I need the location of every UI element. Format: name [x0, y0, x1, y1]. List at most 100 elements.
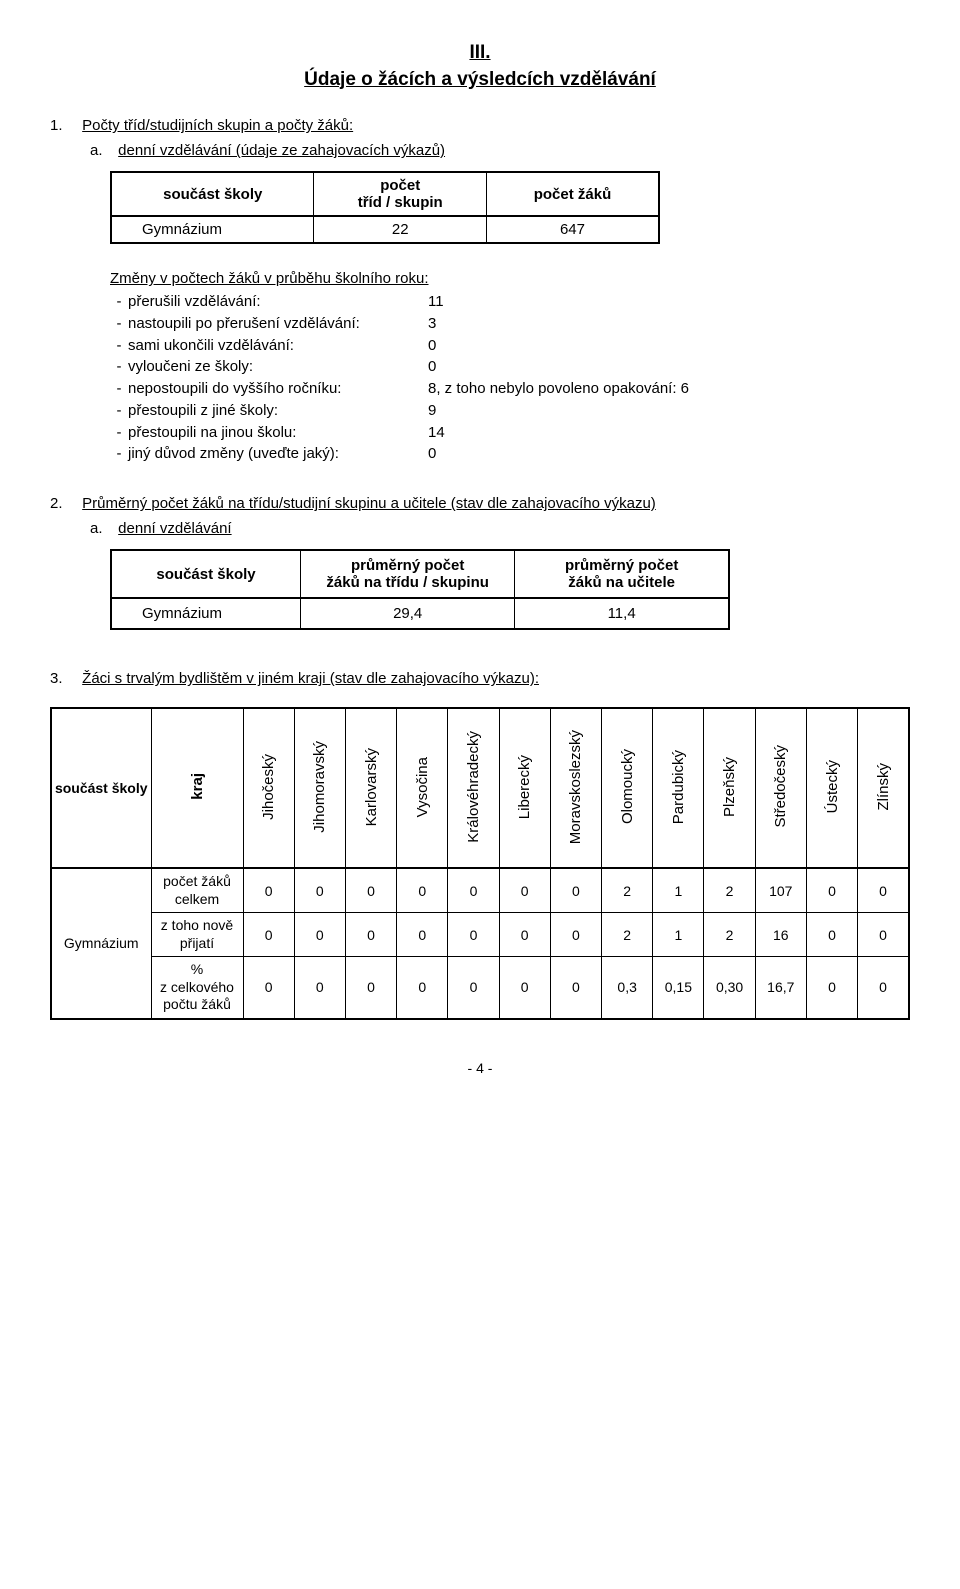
item-2a-title: denní vzdělávání: [118, 520, 231, 537]
changes-value: 8, z toho nebylo povoleno opakování: 6: [428, 378, 910, 400]
item-1: 1. Počty tříd/studijních skupin a počty …: [50, 117, 910, 134]
t3-cell: 2: [704, 868, 755, 913]
t3-cell: 0: [550, 913, 601, 957]
t3-cell: 0: [448, 913, 499, 957]
t1-h1: součást školy: [111, 172, 314, 216]
t3-cell: 2: [704, 913, 755, 957]
t3-school-cell: Gymnázium: [51, 868, 151, 1019]
t1-v1: 22: [314, 216, 487, 243]
item-1a-title: denní vzdělávání (údaje ze zahajovacích …: [118, 142, 445, 159]
changes-value: 0: [428, 443, 910, 465]
t3-region-header: Jihomoravský: [294, 708, 345, 868]
table-avg-counts: součást školy průměrný počet žáků na tří…: [110, 549, 730, 630]
t3-cell: 1: [653, 913, 704, 957]
t3-cell: 0: [448, 957, 499, 1019]
changes-value: 11: [428, 291, 910, 313]
t3-rowlabel: počet žákůcelkem: [151, 868, 243, 913]
table-class-counts: součást školy počet tříd / skupin počet …: [110, 171, 660, 244]
t3-region-header: Karlovarský: [345, 708, 396, 868]
t1-h2: počet tříd / skupin: [314, 172, 487, 216]
table-regions: součást školy kraj JihočeskýJihomoravský…: [50, 707, 910, 1020]
t3-region-header: Pardubický: [653, 708, 704, 868]
changes-label: sami ukončili vzdělávání:: [128, 335, 428, 357]
t1-row-label: Gymnázium: [111, 216, 314, 243]
changes-value: 9: [428, 400, 910, 422]
t3-h-kraj: kraj: [151, 708, 243, 868]
t3-cell: 0: [294, 957, 345, 1019]
changes-value: 0: [428, 335, 910, 357]
t3-cell: 2: [602, 868, 653, 913]
item-1a-letter: a.: [90, 142, 114, 159]
t3-cell: 0: [397, 913, 448, 957]
t3-cell: 0: [550, 868, 601, 913]
table-row: Gymnázium 22 647: [111, 216, 659, 243]
changes-label: přestoupili z jiné školy:: [128, 400, 428, 422]
t3-cell: 16,7: [755, 957, 806, 1019]
changes-label: nastoupili po přerušení vzdělávání:: [128, 313, 428, 335]
t1-v2: 647: [486, 216, 659, 243]
t3-cell: 0: [550, 957, 601, 1019]
t3-cell: 0: [499, 868, 550, 913]
t3-cell: 107: [755, 868, 806, 913]
t3-cell: 0: [243, 868, 294, 913]
t3-cell: 0: [806, 957, 857, 1019]
t3-cell: 0: [345, 868, 396, 913]
changes-row: -jiný důvod změny (uveďte jaký):0: [110, 443, 910, 465]
t3-cell: 0: [243, 957, 294, 1019]
t3-region-header: Ústecký: [806, 708, 857, 868]
t3-region-header: Jihočeský: [243, 708, 294, 868]
item-2a: a. denní vzdělávání: [90, 520, 910, 537]
t3-rowlabel: %z celkovéhopočtu žáků: [151, 957, 243, 1019]
t3-cell: 0: [448, 868, 499, 913]
table-row: z toho nověpřijatí00000002121600: [51, 913, 909, 957]
t2-h1: součást školy: [111, 550, 301, 598]
t3-cell: 0: [858, 913, 909, 957]
changes-value: 3: [428, 313, 910, 335]
t3-cell: 0: [806, 913, 857, 957]
changes-row: -nastoupili po přerušení vzdělávání:3: [110, 313, 910, 335]
changes-label: nepostoupili do vyššího ročníku:: [128, 378, 428, 400]
t3-cell: 0: [858, 957, 909, 1019]
t2-v2: 11,4: [515, 598, 729, 629]
t2-h2: průměrný počet žáků na třídu / skupinu: [301, 550, 515, 598]
t3-region-header: Plzeňský: [704, 708, 755, 868]
item-1-title: Počty tříd/studijních skupin a počty žák…: [82, 117, 353, 134]
t3-cell: 0: [345, 913, 396, 957]
t3-cell: 0: [397, 868, 448, 913]
changes-label: vyloučeni ze školy:: [128, 356, 428, 378]
t3-region-header: Olomoucký: [602, 708, 653, 868]
page-number: - 4 -: [50, 1060, 910, 1076]
t3-cell: 0: [294, 868, 345, 913]
section-heading: III. Údaje o žácích a výsledcích vzděláv…: [50, 40, 910, 93]
t3-cell: 0,30: [704, 957, 755, 1019]
t3-region-header: Moravskoslezský: [550, 708, 601, 868]
t3-cell: 0: [243, 913, 294, 957]
item-2: 2. Průměrný počet žáků na třídu/studijní…: [50, 495, 910, 512]
t3-cell: 0: [397, 957, 448, 1019]
changes-row: -vyloučeni ze školy:0: [110, 356, 910, 378]
t3-cell: 0,15: [653, 957, 704, 1019]
table-row: Gymnázium 29,4 11,4: [111, 598, 729, 629]
t2-h3: průměrný počet žáků na učitele: [515, 550, 729, 598]
table-row: Gymnáziumpočet žákůcelkem000000021210700: [51, 868, 909, 913]
t2-row-label: Gymnázium: [111, 598, 301, 629]
changes-label: přerušili vzdělávání:: [128, 291, 428, 313]
t2-v1: 29,4: [301, 598, 515, 629]
item-2a-letter: a.: [90, 520, 114, 537]
changes-row: -přestoupili z jiné školy:9: [110, 400, 910, 422]
t3-h-school: součást školy: [51, 708, 151, 868]
changes-value: 14: [428, 422, 910, 444]
t3-region-header: Vysočina: [397, 708, 448, 868]
item-3: 3. Žáci s trvalým bydlištěm v jiném kraj…: [50, 670, 910, 687]
t3-cell: 2: [602, 913, 653, 957]
changes-title: Změny v počtech žáků v průběhu školního …: [110, 270, 910, 287]
t3-region-header: Středočeský: [755, 708, 806, 868]
section-roman: III.: [469, 42, 490, 63]
changes-row: -sami ukončili vzdělávání:0: [110, 335, 910, 357]
t3-region-header: Liberecký: [499, 708, 550, 868]
changes-row: -přerušili vzdělávání:11: [110, 291, 910, 313]
t3-cell: 0: [345, 957, 396, 1019]
t3-cell: 0: [499, 913, 550, 957]
item-3-title: Žáci s trvalým bydlištěm v jiném kraji (…: [82, 670, 539, 687]
t3-cell: 0: [858, 868, 909, 913]
